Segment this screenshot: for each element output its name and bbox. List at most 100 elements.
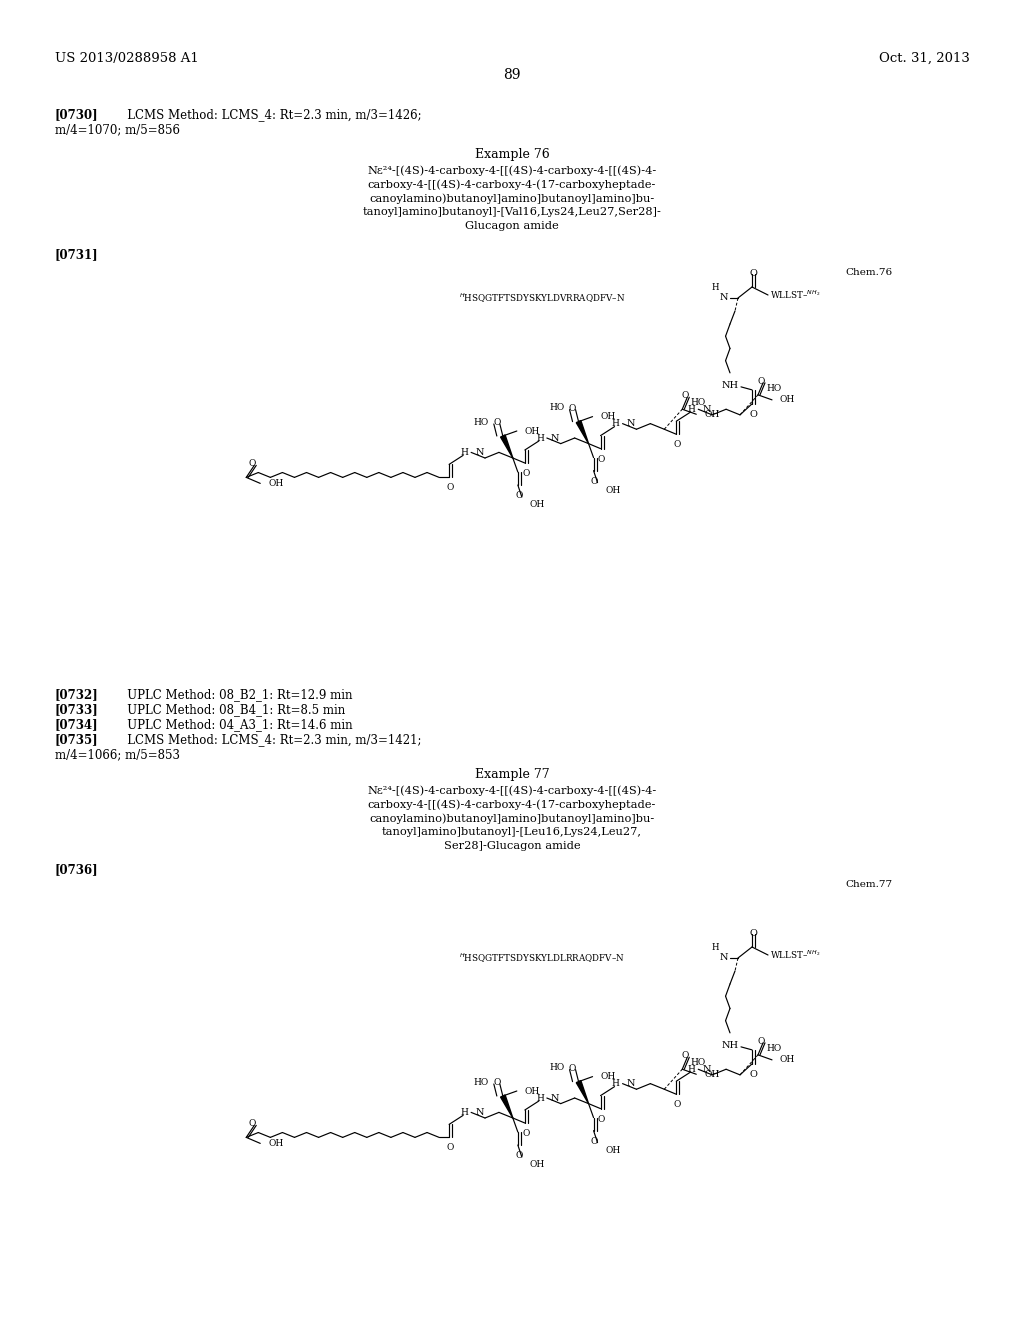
Text: [0733]: [0733]	[55, 704, 98, 715]
Polygon shape	[577, 1081, 589, 1104]
Text: UPLC Method: 04_A3_1: Rt=14.6 min: UPLC Method: 04_A3_1: Rt=14.6 min	[116, 718, 352, 731]
Text: OH: OH	[605, 1146, 621, 1155]
Text: OH: OH	[600, 1072, 615, 1081]
Text: HO: HO	[766, 384, 781, 393]
Text: LCMS Method: LCMS_4: Rt=2.3 min, m/3=1426;: LCMS Method: LCMS_4: Rt=2.3 min, m/3=142…	[116, 108, 422, 121]
Text: Glucagon amide: Glucagon amide	[465, 220, 559, 231]
Text: O: O	[598, 1114, 605, 1123]
Text: N: N	[627, 420, 635, 428]
Text: HO: HO	[473, 417, 488, 426]
Text: [0730]: [0730]	[55, 108, 98, 121]
Text: HO: HO	[690, 1059, 706, 1068]
Text: 89: 89	[503, 69, 521, 82]
Text: O: O	[598, 454, 605, 463]
Text: OH: OH	[268, 479, 284, 488]
Text: Nε²⁴-[(4S)-4-carboxy-4-[[(4S)-4-carboxy-4-[[(4S)-4-: Nε²⁴-[(4S)-4-carboxy-4-[[(4S)-4-carboxy-…	[368, 785, 656, 796]
Polygon shape	[501, 1096, 513, 1118]
Text: O: O	[249, 1119, 256, 1129]
Text: NH: NH	[722, 381, 738, 389]
Text: OH: OH	[705, 1069, 720, 1078]
Text: [0734]: [0734]	[55, 718, 98, 731]
Text: $^{H}$HSQGTFTSDYSKYLDLRRAQDFV–N: $^{H}$HSQGTFTSDYSKYLDLRRAQDFV–N	[459, 952, 625, 965]
Text: Example 77: Example 77	[475, 768, 549, 781]
Text: [0735]: [0735]	[55, 733, 98, 746]
Text: O: O	[750, 929, 757, 939]
Text: $^{H}$HSQGTFTSDYSKYLDVRRAQDFV–N: $^{H}$HSQGTFTSDYSKYLDVRRAQDFV–N	[459, 292, 625, 305]
Text: OH: OH	[600, 412, 615, 421]
Text: O: O	[591, 1137, 598, 1146]
Text: O: O	[249, 459, 256, 469]
Text: UPLC Method: 08_B4_1: Rt=8.5 min: UPLC Method: 08_B4_1: Rt=8.5 min	[116, 704, 345, 715]
Text: H: H	[536, 1093, 544, 1102]
Text: H: H	[611, 1080, 620, 1088]
Polygon shape	[501, 436, 513, 458]
Text: OH: OH	[268, 1139, 284, 1148]
Text: O: O	[758, 378, 765, 385]
Text: OH: OH	[529, 1160, 545, 1170]
Text: N: N	[551, 433, 559, 442]
Polygon shape	[577, 421, 589, 444]
Text: m/4=1066; m/5=853: m/4=1066; m/5=853	[55, 748, 180, 762]
Text: [0736]: [0736]	[55, 863, 98, 876]
Text: O: O	[750, 411, 757, 418]
Text: OH: OH	[525, 1086, 540, 1096]
Text: O: O	[674, 1101, 681, 1109]
Text: WLLST–$^{NH_2}$: WLLST–$^{NH_2}$	[770, 289, 820, 301]
Text: N: N	[702, 1065, 711, 1073]
Text: O: O	[522, 469, 529, 478]
Text: [0732]: [0732]	[55, 688, 98, 701]
Text: O: O	[750, 1071, 757, 1078]
Text: H: H	[712, 282, 719, 292]
Text: N: N	[702, 405, 711, 413]
Text: HO: HO	[690, 399, 706, 408]
Text: US 2013/0288958 A1: US 2013/0288958 A1	[55, 51, 199, 65]
Text: H: H	[611, 420, 620, 428]
Text: N: N	[551, 1093, 559, 1102]
Text: H: H	[536, 433, 544, 442]
Text: O: O	[682, 391, 689, 400]
Text: [0731]: [0731]	[55, 248, 98, 261]
Text: NH: NH	[722, 1041, 738, 1049]
Text: m/4=1070; m/5=856: m/4=1070; m/5=856	[55, 123, 180, 136]
Text: N: N	[475, 1107, 483, 1117]
Text: O: O	[515, 1151, 522, 1160]
Text: H: H	[712, 942, 719, 952]
Text: O: O	[591, 477, 598, 486]
Text: O: O	[515, 491, 522, 500]
Text: OH: OH	[780, 396, 796, 404]
Text: HO: HO	[549, 1063, 564, 1072]
Text: O: O	[569, 1064, 577, 1073]
Text: O: O	[750, 269, 757, 279]
Text: HO: HO	[549, 403, 564, 412]
Text: tanoyl]amino]butanoyl]-[Leu16,Lys24,Leu27,: tanoyl]amino]butanoyl]-[Leu16,Lys24,Leu2…	[382, 828, 642, 837]
Text: UPLC Method: 08_B2_1: Rt=12.9 min: UPLC Method: 08_B2_1: Rt=12.9 min	[116, 688, 352, 701]
Text: N: N	[627, 1080, 635, 1088]
Text: Chem.76: Chem.76	[846, 268, 893, 277]
Text: carboxy-4-[[(4S)-4-carboxy-4-(17-carboxyheptade-: carboxy-4-[[(4S)-4-carboxy-4-(17-carboxy…	[368, 799, 656, 809]
Text: OH: OH	[605, 486, 621, 495]
Text: O: O	[494, 1078, 501, 1086]
Text: O: O	[569, 404, 577, 413]
Text: H: H	[687, 1065, 695, 1073]
Text: O: O	[522, 1129, 529, 1138]
Text: O: O	[446, 483, 454, 492]
Text: O: O	[494, 418, 501, 426]
Text: O: O	[674, 441, 681, 449]
Text: canoylamino)butanoyl]amino]butanoyl]amino]bu-: canoylamino)butanoyl]amino]butanoyl]amin…	[370, 193, 654, 203]
Text: OH: OH	[705, 409, 720, 418]
Text: N: N	[720, 953, 728, 962]
Text: O: O	[446, 1143, 454, 1152]
Text: tanoyl]amino]butanoyl]-[Val16,Lys24,Leu27,Ser28]-: tanoyl]amino]butanoyl]-[Val16,Lys24,Leu2…	[362, 207, 662, 216]
Text: O: O	[682, 1051, 689, 1060]
Text: Chem.77: Chem.77	[846, 880, 893, 888]
Text: OH: OH	[780, 1056, 796, 1064]
Text: O: O	[758, 1038, 765, 1045]
Text: WLLST–$^{NH_2}$: WLLST–$^{NH_2}$	[770, 949, 820, 961]
Text: Oct. 31, 2013: Oct. 31, 2013	[880, 51, 970, 65]
Text: H: H	[460, 1107, 468, 1117]
Text: H: H	[460, 447, 468, 457]
Text: OH: OH	[525, 426, 540, 436]
Text: N: N	[720, 293, 728, 302]
Text: carboxy-4-[[(4S)-4-carboxy-4-(17-carboxyheptade-: carboxy-4-[[(4S)-4-carboxy-4-(17-carboxy…	[368, 180, 656, 190]
Text: H: H	[687, 405, 695, 413]
